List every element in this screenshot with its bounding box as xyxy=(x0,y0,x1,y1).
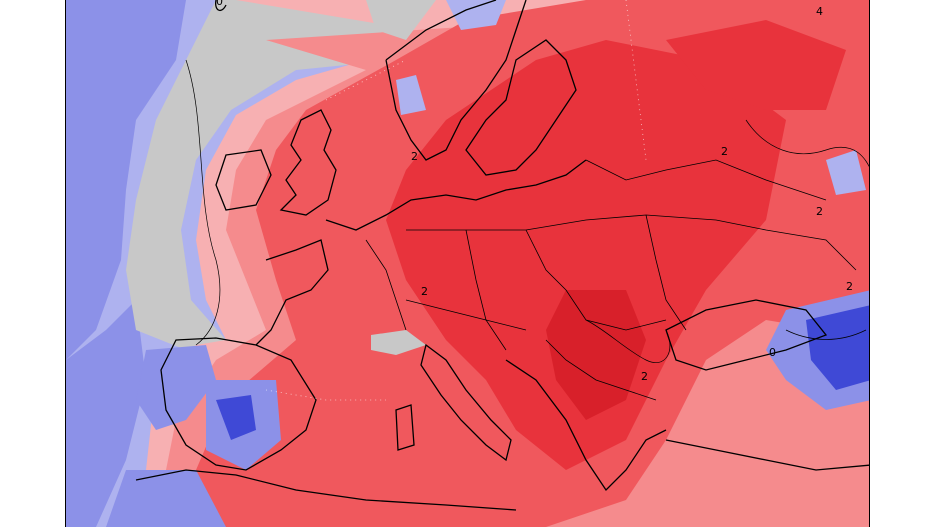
graticule xyxy=(265,0,647,401)
contour-label: 0 xyxy=(769,346,776,359)
balkan-maximum xyxy=(546,290,646,420)
atlantic-south-negative-anomaly xyxy=(66,300,146,527)
contour-line-west xyxy=(185,59,221,346)
anomaly-map: 2 2 2 2 0 2 4 2 0 xyxy=(65,0,870,527)
contour-line-anatolia xyxy=(785,329,867,340)
contour-label: 2 xyxy=(641,370,648,383)
coastline-iberia xyxy=(160,337,317,471)
contour-label: 4 xyxy=(816,5,823,18)
border-central-east xyxy=(406,214,717,231)
contour-label: 0 xyxy=(216,0,223,8)
contour-label: 2 xyxy=(721,145,728,158)
coastline-britain xyxy=(279,109,337,216)
graticule-line xyxy=(265,389,386,401)
north-sea-negative-spot xyxy=(446,0,506,30)
coastline-scandinavia xyxy=(385,0,527,161)
iberia-strong-negative xyxy=(216,395,256,440)
border-france-germany xyxy=(365,239,407,331)
contour-lines xyxy=(185,59,869,363)
norwegian-sea-neutral xyxy=(366,0,436,40)
border-ukraine-russia xyxy=(715,219,857,271)
border-poland-south xyxy=(525,229,667,331)
coastline-north-sea xyxy=(325,159,587,231)
coastline-ireland xyxy=(215,149,272,211)
coastline-sardinia xyxy=(395,404,415,451)
coastline-black-sea xyxy=(665,299,828,371)
alps-neutral xyxy=(371,330,426,355)
contour-line-east xyxy=(745,119,869,167)
coastline-north-africa xyxy=(135,469,517,511)
iberia-west-negative xyxy=(136,345,216,430)
atlantic-negative-anomaly xyxy=(66,0,186,360)
contour-line-balkan xyxy=(585,319,671,363)
neutral-zone-west xyxy=(126,0,436,350)
contour-label: 2 xyxy=(421,285,428,298)
coastline-anatolia-south xyxy=(665,439,869,471)
norway-negative-spot xyxy=(396,75,426,115)
border-baltic-russia xyxy=(585,159,827,201)
coastline-sweden-finland xyxy=(465,39,577,176)
contour-label: 2 xyxy=(411,150,418,163)
coastlines xyxy=(135,0,869,511)
coastline-balkans xyxy=(505,359,667,492)
graticule-line xyxy=(625,0,647,161)
coastline-france-west xyxy=(255,239,329,346)
border-germany-czech xyxy=(465,229,507,351)
coastline-north xyxy=(215,0,227,12)
strong-positive-core xyxy=(386,40,786,470)
border-ukraine-west xyxy=(645,214,687,331)
caucasus-negative-spot xyxy=(826,150,866,195)
contour-labels: 2 2 2 2 0 2 4 2 0 xyxy=(216,0,853,383)
contour-label: 2 xyxy=(846,280,853,293)
border-balkans xyxy=(545,339,657,401)
coastline-italy xyxy=(420,343,512,462)
border-alps xyxy=(405,299,527,331)
anatolia-strong-negative xyxy=(806,305,869,390)
contour-label: 2 xyxy=(816,205,823,218)
north-africa-negative xyxy=(106,470,226,527)
map-canvas: 2 2 2 2 0 2 4 2 0 xyxy=(66,0,869,527)
country-borders xyxy=(365,159,857,401)
russia-positive-core xyxy=(666,20,846,110)
